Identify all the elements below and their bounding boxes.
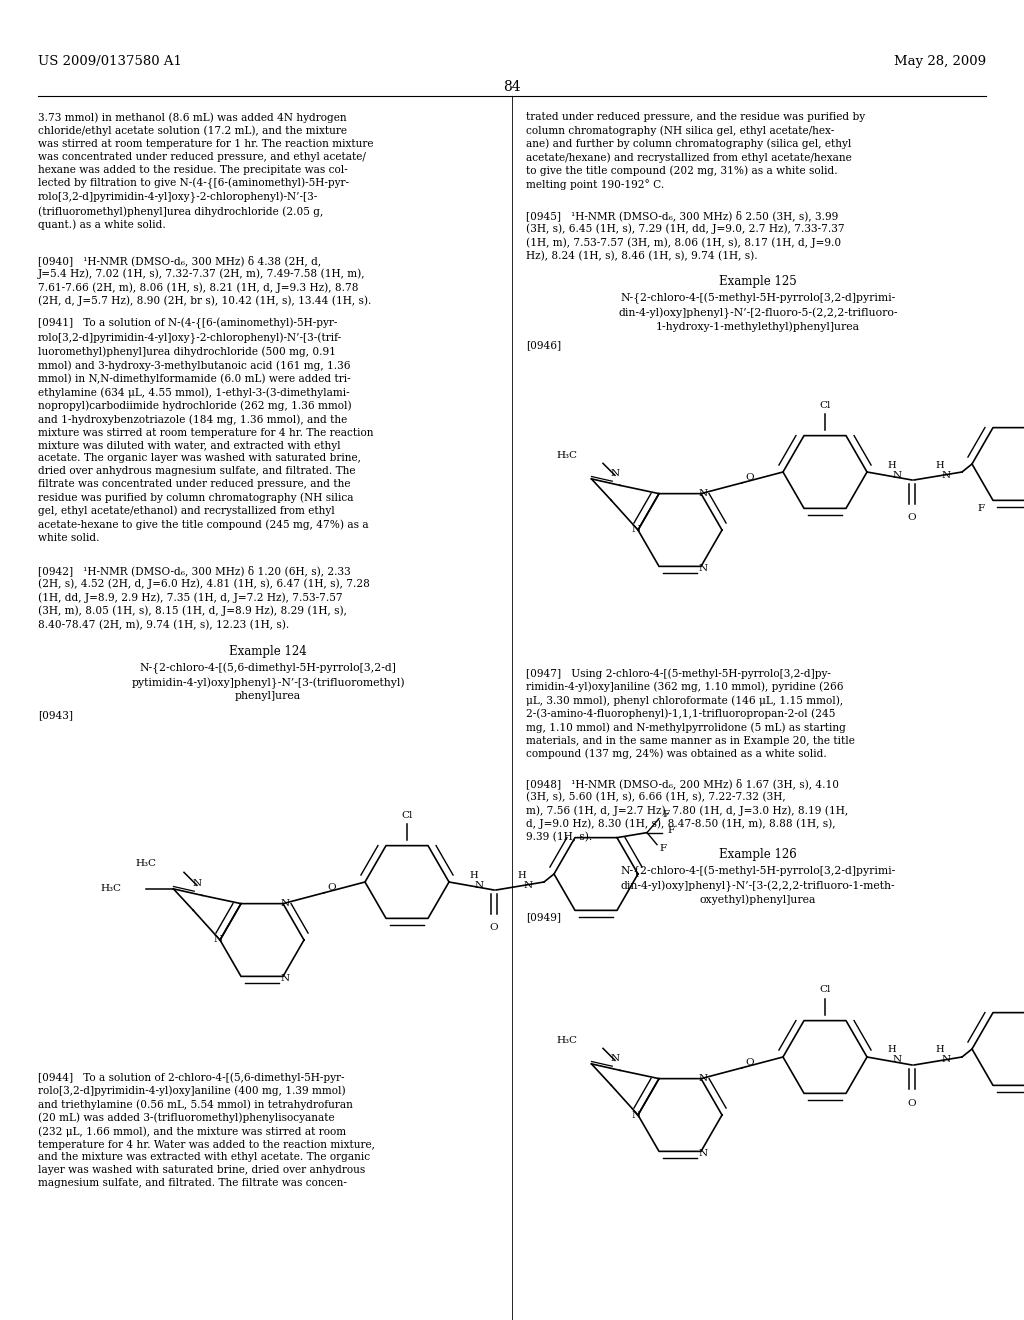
Text: H₃C: H₃C bbox=[556, 451, 577, 459]
Text: F: F bbox=[662, 810, 669, 820]
Text: N: N bbox=[893, 470, 902, 479]
Text: N: N bbox=[523, 880, 532, 890]
Text: N: N bbox=[893, 1056, 902, 1064]
Text: [0940]   ¹H-NMR (DMSO-d₆, 300 MHz) δ 4.38 (2H, d,
J=5.4 Hz), 7.02 (1H, s), 7.32-: [0940] ¹H-NMR (DMSO-d₆, 300 MHz) δ 4.38 … bbox=[38, 255, 372, 306]
Text: N: N bbox=[941, 470, 950, 479]
Text: N: N bbox=[698, 1074, 708, 1084]
Text: Cl: Cl bbox=[401, 810, 413, 820]
Text: O: O bbox=[907, 1098, 916, 1107]
Text: N-{2-chloro-4-[(5-methyl-5H-pyrrolo[3,2-d]pyrimi-
din-4-yl)oxy]phenyl}-N’-[2-flu: N-{2-chloro-4-[(5-methyl-5H-pyrrolo[3,2-… bbox=[618, 293, 898, 333]
Text: [0948]   ¹H-NMR (DMSO-d₆, 200 MHz) δ 1.67 (3H, s), 4.10
(3H, s), 5.60 (1H, s), 6: [0948] ¹H-NMR (DMSO-d₆, 200 MHz) δ 1.67 … bbox=[526, 777, 848, 842]
Text: H₃C: H₃C bbox=[556, 1036, 577, 1045]
Text: [0947]   Using 2-chloro-4-[(5-methyl-5H-pyrrolo[3,2-d]py-
rimidin-4-yl)oxy]anili: [0947] Using 2-chloro-4-[(5-methyl-5H-py… bbox=[526, 668, 855, 759]
Text: H: H bbox=[887, 1045, 896, 1055]
Text: [0945]   ¹H-NMR (DMSO-d₆, 300 MHz) δ 2.50 (3H, s), 3.99
(3H, s), 6.45 (1H, s), 7: [0945] ¹H-NMR (DMSO-d₆, 300 MHz) δ 2.50 … bbox=[526, 210, 845, 261]
Text: O: O bbox=[745, 474, 755, 482]
Text: N: N bbox=[281, 974, 290, 983]
Text: Cl: Cl bbox=[819, 400, 830, 409]
Text: O: O bbox=[328, 883, 336, 892]
Text: [0941]   To a solution of N-(4-{[6-(aminomethyl)-5H-pyr-
rolo[3,2-d]pyrimidin-4-: [0941] To a solution of N-(4-{[6-(aminom… bbox=[38, 318, 374, 543]
Text: trated under reduced pressure, and the residue was purified by
column chromatogr: trated under reduced pressure, and the r… bbox=[526, 112, 865, 190]
Text: N: N bbox=[941, 1056, 950, 1064]
Text: [0942]   ¹H-NMR (DMSO-d₆, 300 MHz) δ 1.20 (6H, s), 2.33
(2H, s), 4.52 (2H, d, J=: [0942] ¹H-NMR (DMSO-d₆, 300 MHz) δ 1.20 … bbox=[38, 565, 370, 630]
Text: Cl: Cl bbox=[819, 986, 830, 994]
Text: H: H bbox=[518, 870, 526, 879]
Text: O: O bbox=[745, 1059, 755, 1068]
Text: N: N bbox=[698, 1148, 708, 1158]
Text: N: N bbox=[193, 879, 202, 888]
Text: O: O bbox=[489, 924, 499, 932]
Text: N: N bbox=[475, 880, 484, 890]
Text: H₃C: H₃C bbox=[135, 859, 156, 867]
Text: H₃C: H₃C bbox=[100, 884, 122, 894]
Text: [0944]   To a solution of 2-chloro-4-[(5,6-dimethyl-5H-pyr-
rolo[3,2-d]pyrimidin: [0944] To a solution of 2-chloro-4-[(5,6… bbox=[38, 1072, 375, 1188]
Text: F: F bbox=[667, 826, 674, 836]
Text: [0949]: [0949] bbox=[526, 912, 561, 921]
Text: O: O bbox=[907, 513, 916, 523]
Text: N: N bbox=[632, 525, 641, 535]
Text: Example 125: Example 125 bbox=[719, 275, 797, 288]
Text: US 2009/0137580 A1: US 2009/0137580 A1 bbox=[38, 55, 182, 69]
Text: N-{2-chloro-4-[(5-methyl-5H-pyrrolo[3,2-d]pyrimi-
din-4-yl)oxy]phenyl}-N’-[3-(2,: N-{2-chloro-4-[(5-methyl-5H-pyrrolo[3,2-… bbox=[621, 866, 896, 906]
Text: Example 124: Example 124 bbox=[229, 645, 307, 657]
Text: Example 126: Example 126 bbox=[719, 847, 797, 861]
Text: N: N bbox=[281, 899, 290, 908]
Text: H: H bbox=[469, 870, 478, 879]
Text: N: N bbox=[610, 1053, 620, 1063]
Text: [0943]: [0943] bbox=[38, 710, 73, 719]
Text: H: H bbox=[936, 461, 944, 470]
Text: N-{2-chloro-4-[(5,6-dimethyl-5H-pyrrolo[3,2-d]
pytimidin-4-yl)oxy]phenyl}-N’-[3-: N-{2-chloro-4-[(5,6-dimethyl-5H-pyrrolo[… bbox=[131, 663, 404, 701]
Text: N: N bbox=[698, 490, 708, 498]
Text: N: N bbox=[698, 564, 708, 573]
Text: F: F bbox=[978, 504, 984, 513]
Text: 84: 84 bbox=[503, 81, 521, 94]
Text: H: H bbox=[936, 1045, 944, 1055]
Text: H: H bbox=[887, 461, 896, 470]
Text: N: N bbox=[610, 469, 620, 478]
Text: 3.73 mmol) in methanol (8.6 mL) was added 4N hydrogen
chloride/ethyl acetate sol: 3.73 mmol) in methanol (8.6 mL) was adde… bbox=[38, 112, 374, 230]
Text: N: N bbox=[213, 936, 222, 945]
Text: May 28, 2009: May 28, 2009 bbox=[894, 55, 986, 69]
Text: N: N bbox=[632, 1110, 641, 1119]
Text: [0946]: [0946] bbox=[526, 341, 561, 350]
Text: F: F bbox=[659, 843, 667, 853]
